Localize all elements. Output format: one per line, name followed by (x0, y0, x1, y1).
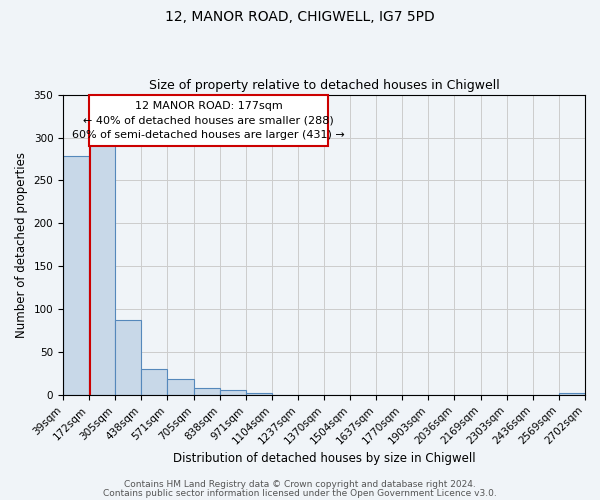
Bar (89, 145, 115, 395)
Bar (194, 388, 220, 395)
Text: Contains HM Land Registry data © Crown copyright and database right 2024.: Contains HM Land Registry data © Crown c… (124, 480, 476, 489)
Title: Size of property relative to detached houses in Chigwell: Size of property relative to detached ho… (149, 79, 499, 92)
Bar (246, 392, 272, 395)
Text: Contains public sector information licensed under the Open Government Licence v3: Contains public sector information licen… (103, 489, 497, 498)
FancyBboxPatch shape (89, 94, 328, 146)
X-axis label: Distribution of detached houses by size in Chigwell: Distribution of detached houses by size … (173, 452, 475, 465)
Bar (141, 370, 167, 395)
Bar (220, 390, 246, 395)
Text: 12 MANOR ROAD: 177sqm
← 40% of detached houses are smaller (288)
60% of semi-det: 12 MANOR ROAD: 177sqm ← 40% of detached … (72, 100, 345, 140)
Bar (115, 320, 141, 395)
Bar (559, 394, 585, 395)
Text: 12, MANOR ROAD, CHIGWELL, IG7 5PD: 12, MANOR ROAD, CHIGWELL, IG7 5PD (165, 10, 435, 24)
Bar (63, 156, 89, 395)
Y-axis label: Number of detached properties: Number of detached properties (15, 152, 28, 338)
Bar (167, 379, 194, 395)
